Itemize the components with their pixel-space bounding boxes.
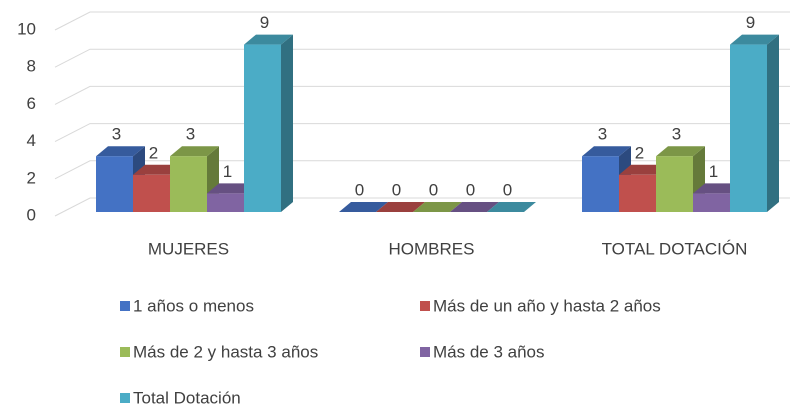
y-tick-label: 8 bbox=[27, 57, 36, 76]
legend-swatch bbox=[120, 393, 130, 403]
bar-front bbox=[619, 174, 656, 212]
data-label: 0 bbox=[466, 180, 475, 199]
grid-line bbox=[54, 160, 790, 180]
bar-front bbox=[730, 44, 767, 212]
grid-line bbox=[54, 48, 790, 68]
data-label: 3 bbox=[598, 125, 607, 144]
bar-front bbox=[244, 44, 281, 212]
bar-front bbox=[582, 156, 619, 212]
bar bbox=[487, 202, 536, 212]
data-label: 0 bbox=[429, 180, 438, 199]
legend-label: 1 años o menos bbox=[133, 296, 254, 315]
bar-top bbox=[170, 146, 219, 157]
bar-front bbox=[693, 193, 730, 212]
bar bbox=[170, 146, 219, 212]
bar bbox=[339, 202, 388, 212]
legend-swatch bbox=[120, 347, 130, 357]
y-tick-label: 4 bbox=[27, 131, 36, 150]
legend-swatch bbox=[420, 301, 430, 311]
bar bbox=[376, 202, 425, 212]
bar-top bbox=[376, 202, 425, 212]
grid-line bbox=[54, 123, 790, 143]
data-label: 2 bbox=[149, 143, 158, 162]
data-label: 9 bbox=[260, 13, 269, 32]
legend-label: Más de 2 y hasta 3 años bbox=[133, 342, 318, 361]
bar-top bbox=[619, 164, 668, 175]
y-tick-label: 10 bbox=[17, 19, 36, 38]
x-tick-label: HOMBRES bbox=[389, 239, 475, 258]
bar bbox=[619, 164, 668, 212]
bar-top bbox=[207, 183, 256, 194]
bar-front bbox=[133, 174, 170, 212]
bar-top bbox=[133, 164, 182, 175]
data-label: 3 bbox=[112, 125, 121, 144]
bar bbox=[730, 34, 779, 212]
bar bbox=[413, 202, 462, 212]
bar-top bbox=[693, 183, 742, 194]
bar-front bbox=[656, 156, 693, 212]
bar-top bbox=[487, 202, 536, 212]
bar-top bbox=[450, 202, 499, 212]
data-label: 0 bbox=[392, 180, 401, 199]
y-tick-label: 0 bbox=[27, 205, 36, 224]
bar-side bbox=[767, 34, 779, 212]
bar-top bbox=[244, 34, 293, 45]
bar-top bbox=[96, 146, 145, 157]
bar-top bbox=[582, 146, 631, 157]
x-tick-label: TOTAL DOTACIÓN bbox=[602, 239, 748, 258]
x-tick-label: MUJERES bbox=[148, 239, 229, 258]
y-tick-label: 6 bbox=[27, 94, 36, 113]
data-label: 9 bbox=[746, 13, 755, 32]
data-label: 1 bbox=[709, 162, 718, 181]
bar-top bbox=[656, 146, 705, 157]
bar-front bbox=[207, 193, 244, 212]
data-label: 2 bbox=[635, 143, 644, 162]
y-tick-label: 2 bbox=[27, 168, 36, 187]
bar-front bbox=[96, 156, 133, 212]
bar bbox=[450, 202, 499, 212]
grid-line bbox=[54, 197, 790, 217]
grid-line bbox=[54, 11, 790, 31]
legend-label: Total Dotación bbox=[133, 388, 241, 407]
data-label: 1 bbox=[223, 162, 232, 181]
data-label: 0 bbox=[503, 180, 512, 199]
bar bbox=[244, 34, 293, 212]
bar-front bbox=[170, 156, 207, 212]
bar-top bbox=[339, 202, 388, 212]
bar-top bbox=[730, 34, 779, 45]
grid-line bbox=[54, 85, 790, 105]
legend-swatch bbox=[420, 347, 430, 357]
bar-top bbox=[413, 202, 462, 212]
legend-label: Más de 3 años bbox=[433, 342, 545, 361]
data-label: 0 bbox=[355, 180, 364, 199]
data-label: 3 bbox=[186, 125, 195, 144]
legend-swatch bbox=[120, 301, 130, 311]
bar-side bbox=[281, 34, 293, 212]
legend-label: Más de un año y hasta 2 años bbox=[433, 296, 661, 315]
data-label: 3 bbox=[672, 125, 681, 144]
